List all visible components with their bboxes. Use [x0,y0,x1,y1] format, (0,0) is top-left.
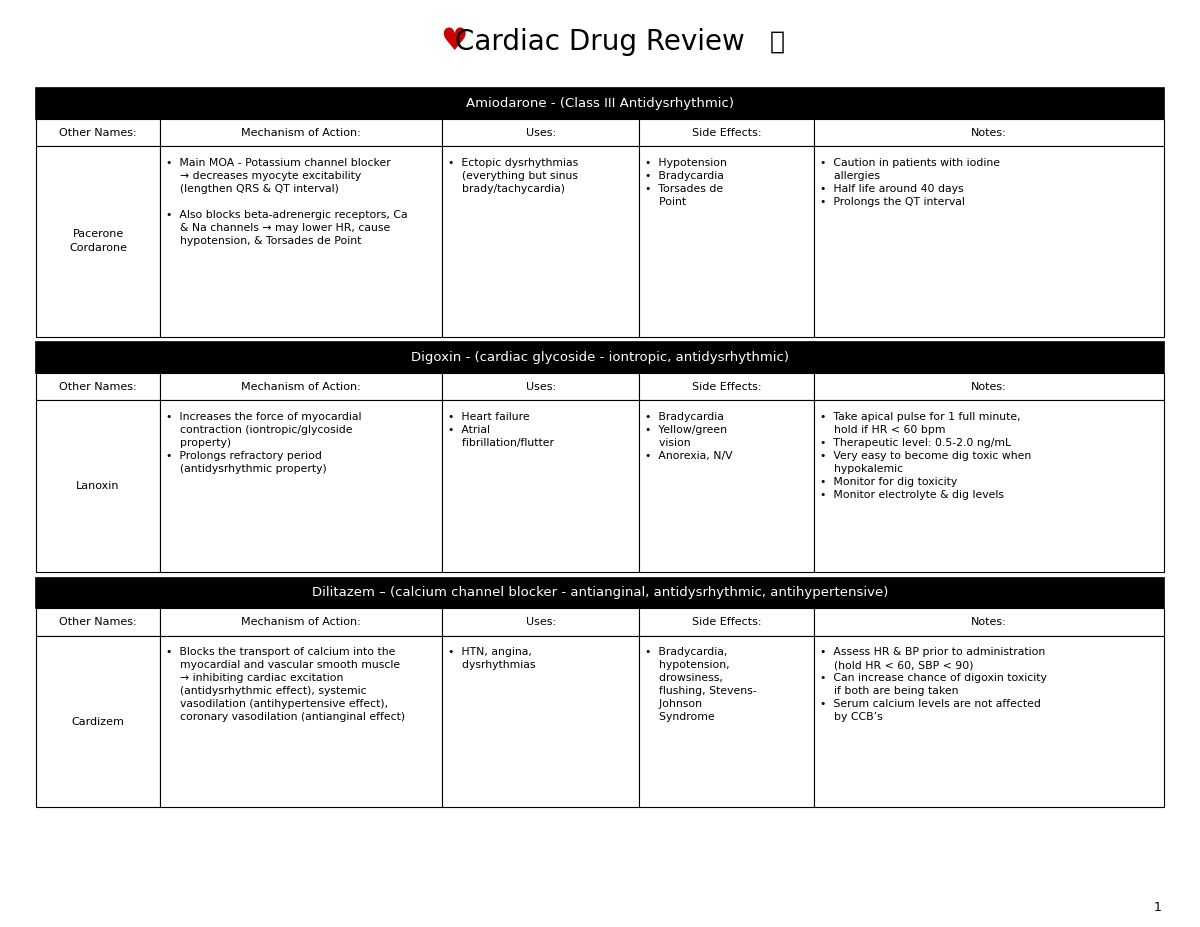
Bar [36,146,160,337]
Bar [442,373,640,400]
Bar [640,400,815,572]
Text: Notes:: Notes: [971,382,1007,391]
Bar [160,636,442,807]
Text: Pacerone
Cordarone: Pacerone Cordarone [70,230,127,253]
Bar [640,636,815,807]
Text: •  Increases the force of myocardial
    contraction (iontropic/glycoside
    pr: • Increases the force of myocardial cont… [166,412,361,474]
Text: Other Names:: Other Names: [59,382,137,391]
Bar [36,119,160,146]
Bar [36,342,1164,373]
Bar [36,88,1164,119]
Text: Cardiac Drug Review: Cardiac Drug Review [455,28,745,56]
Text: Cardizem: Cardizem [72,717,125,727]
Bar [640,119,815,146]
Text: Mechanism of Action:: Mechanism of Action: [241,382,361,391]
Text: Uses:: Uses: [526,382,556,391]
Bar [815,146,1164,337]
Bar [640,373,815,400]
Text: •  Hypotension
•  Bradycardia
•  Torsades de
    Point: • Hypotension • Bradycardia • Torsades d… [646,158,727,207]
Bar [160,400,442,572]
Text: Side Effects:: Side Effects: [692,128,762,137]
Bar [640,608,815,636]
Text: Side Effects:: Side Effects: [692,382,762,391]
Text: ♥: ♥ [440,27,467,57]
Bar [442,119,640,146]
Text: Notes:: Notes: [971,617,1007,627]
Text: 1: 1 [1153,901,1162,914]
Text: Lanoxin: Lanoxin [77,481,120,491]
Text: Dilitazem – (calcium channel blocker - antianginal, antidysrhythmic, antihyperte: Dilitazem – (calcium channel blocker - a… [312,586,888,600]
Bar [36,636,160,807]
Text: Uses:: Uses: [526,617,556,627]
Text: •  Caution in patients with iodine
    allergies
•  Half life around 40 days
•  : • Caution in patients with iodine allerg… [821,158,1001,207]
Bar [36,373,160,400]
Text: •  Take apical pulse for 1 full minute,
    hold if HR < 60 bpm
•  Therapeutic l: • Take apical pulse for 1 full minute, h… [821,412,1032,500]
Text: Mechanism of Action:: Mechanism of Action: [241,617,361,627]
Text: Side Effects:: Side Effects: [692,617,762,627]
Bar [36,608,160,636]
Bar [815,119,1164,146]
Text: Uses:: Uses: [526,128,556,137]
Text: Other Names:: Other Names: [59,128,137,137]
Bar [442,146,640,337]
Text: Notes:: Notes: [971,128,1007,137]
Bar [815,608,1164,636]
Text: •  Main MOA - Potassium channel blocker
    → decreases myocyte excitability
   : • Main MOA - Potassium channel blocker →… [166,158,408,246]
Bar [160,373,442,400]
Text: •  Bradycardia,
    hypotension,
    drowsiness,
    flushing, Stevens-
    John: • Bradycardia, hypotension, drowsiness, … [646,647,757,722]
Text: Mechanism of Action:: Mechanism of Action: [241,128,361,137]
Bar [36,578,1164,608]
Text: Amiodarone - (Class III Antidysrhythmic): Amiodarone - (Class III Antidysrhythmic) [466,96,734,110]
Text: •  Heart failure
•  Atrial
    fibrillation/flutter: • Heart failure • Atrial fibrillation/fl… [448,412,554,448]
Bar [815,373,1164,400]
Text: Digoxin - (cardiac glycoside - iontropic, antidysrhythmic): Digoxin - (cardiac glycoside - iontropic… [410,350,790,364]
Bar [640,146,815,337]
Bar [442,608,640,636]
Text: •  Ectopic dysrhythmias
    (everything but sinus
    brady/tachycardia): • Ectopic dysrhythmias (everything but s… [448,158,578,194]
Text: •  Blocks the transport of calcium into the
    myocardial and vascular smooth m: • Blocks the transport of calcium into t… [166,647,406,722]
Bar [160,608,442,636]
Bar [160,146,442,337]
Bar [36,400,160,572]
Bar [815,400,1164,572]
Bar [815,636,1164,807]
Text: •  Bradycardia
•  Yellow/green
    vision
•  Anorexia, N/V: • Bradycardia • Yellow/green vision • An… [646,412,733,461]
Bar [160,119,442,146]
Text: •  Assess HR & BP prior to administration
    (hold HR < 60, SBP < 90)
•  Can in: • Assess HR & BP prior to administration… [821,647,1048,722]
Bar [442,400,640,572]
Bar [442,636,640,807]
Text: 💊: 💊 [770,30,785,54]
Text: •  HTN, angina,
    dysrhythmias: • HTN, angina, dysrhythmias [448,647,535,670]
Text: Other Names:: Other Names: [59,617,137,627]
